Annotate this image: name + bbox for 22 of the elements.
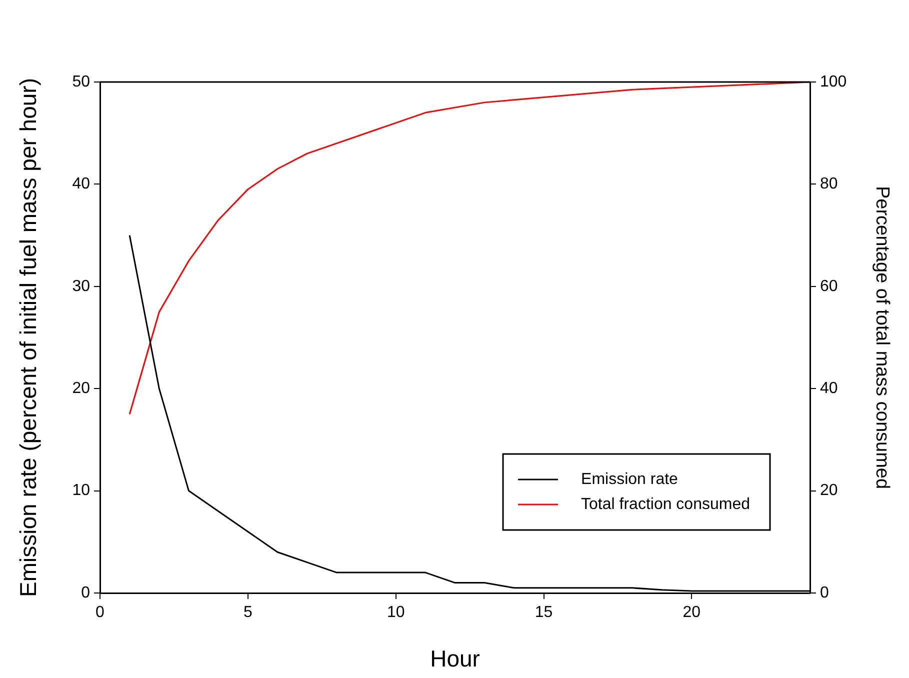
y2-tick-label: 40 [820, 380, 838, 398]
y-tick-label: 0 [81, 584, 90, 602]
y-tick-label: 40 [72, 176, 90, 193]
x-tick-label: 0 [96, 604, 105, 622]
x-tick-label: 15 [534, 604, 553, 622]
y2-tick-label: 80 [820, 176, 838, 193]
x-axis-title: Hour [430, 646, 480, 672]
y-axis-title: Emission rate (percent of initial fuel mass per hour) [15, 78, 42, 597]
x-tick-label: 10 [386, 604, 405, 622]
legend-label: Emission rate [581, 470, 678, 488]
y-tick-label: 50 [72, 73, 90, 90]
x-tick-label: 20 [682, 604, 701, 622]
y-tick-label: 30 [72, 278, 90, 295]
y2-tick-label: 0 [820, 584, 829, 602]
y2-tick-label: 20 [820, 482, 838, 500]
x-tick-label: 5 [243, 604, 252, 622]
y2-tick-label: 100 [820, 73, 847, 90]
y2-tick-label: 60 [820, 278, 838, 295]
y-tick-label: 20 [72, 380, 90, 398]
y-tick-label: 10 [72, 482, 90, 500]
y2-axis-title: Percentage of total mass consumed [871, 186, 892, 490]
legend-label: Total fraction consumed [581, 496, 750, 513]
